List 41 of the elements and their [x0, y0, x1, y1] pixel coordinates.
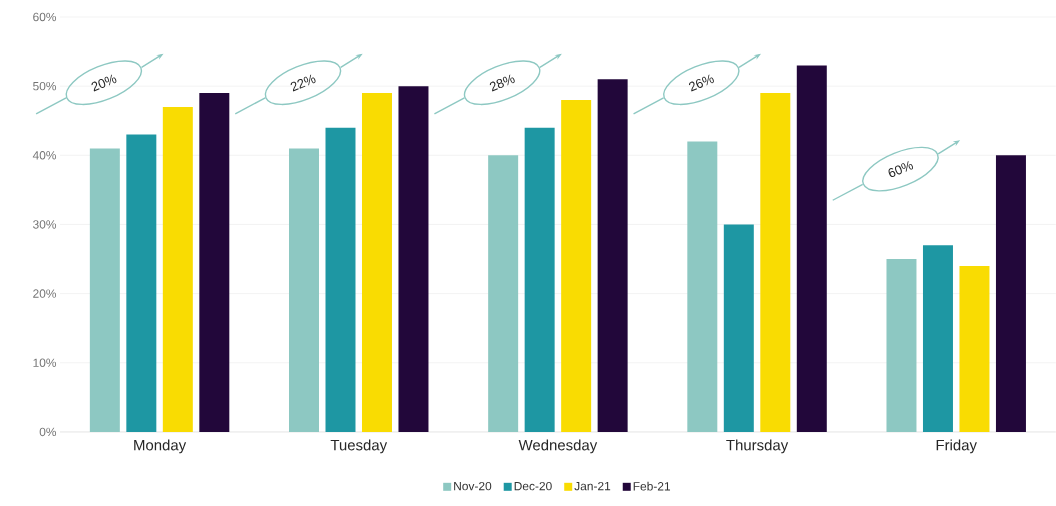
- bar: [687, 141, 718, 432]
- annotation: 60%: [888, 161, 914, 178]
- annotation: 28%: [489, 74, 515, 92]
- bar: [959, 265, 990, 432]
- bar: [723, 224, 754, 432]
- y-tick-label: 20%: [33, 289, 57, 298]
- y-tick-label: 10%: [33, 358, 57, 368]
- bar: [89, 148, 120, 432]
- bar: [995, 155, 1026, 432]
- annotation: 26%: [688, 74, 714, 92]
- bar: [886, 259, 917, 432]
- x-tick-label: Friday: [936, 439, 977, 454]
- bar: [126, 134, 157, 432]
- bar: [524, 127, 555, 432]
- bar: [922, 245, 953, 432]
- legend-label: Feb-21: [633, 481, 671, 491]
- bar: [796, 65, 827, 432]
- bar: [325, 127, 356, 432]
- bar: [289, 148, 319, 432]
- annotation: 20%: [91, 74, 117, 92]
- bar: [398, 86, 429, 432]
- annotation: 22%: [290, 74, 316, 92]
- bar: [597, 79, 628, 432]
- x-tick-label: Thursday: [726, 439, 789, 454]
- bar: [488, 155, 519, 432]
- x-tick-label: Monday: [134, 439, 187, 454]
- bar: [760, 93, 791, 432]
- bar: [162, 106, 193, 432]
- bar: [199, 93, 230, 432]
- bar: [361, 93, 392, 432]
- legend-label: Nov-20: [454, 481, 492, 491]
- x-tick-label: Wednesday: [518, 439, 598, 454]
- y-tick-label: 30%: [33, 220, 57, 229]
- y-tick-label: 40%: [32, 151, 57, 160]
- x-tick-label: Tuesday: [330, 439, 388, 454]
- y-tick-label: 60%: [33, 12, 57, 22]
- y-tick-label: 50%: [33, 81, 57, 91]
- legend-label: Dec-20: [514, 481, 552, 491]
- y-tick-label: 0%: [39, 427, 57, 437]
- legend-label: Jan-21: [574, 481, 611, 491]
- bar: [561, 100, 592, 432]
